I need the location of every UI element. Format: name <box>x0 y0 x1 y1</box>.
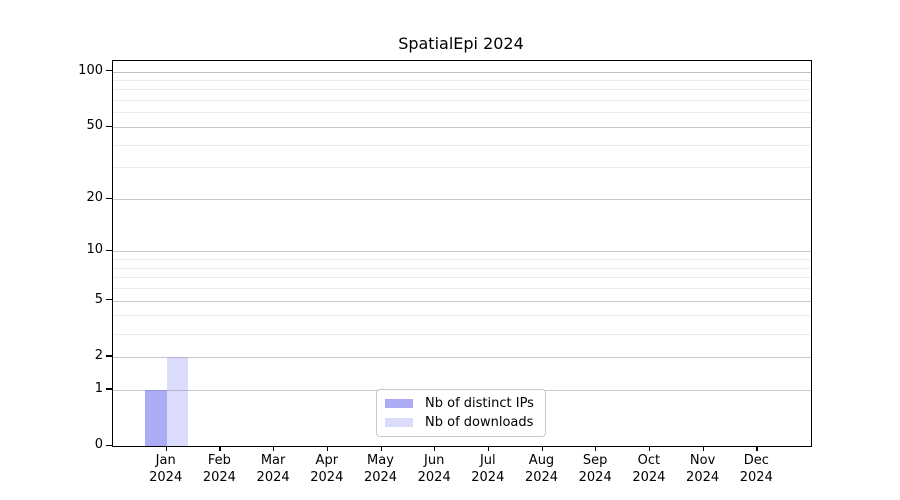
x-tick-year: 2024 <box>363 469 398 485</box>
x-tick-mark <box>648 446 651 451</box>
chart-title: SpatialEpi 2024 <box>398 34 524 53</box>
x-tick-mark <box>219 446 221 451</box>
grid-line-minor <box>113 144 811 146</box>
x-tick-year: 2024 <box>149 469 183 485</box>
legend-label-downloads: Nb of downloads <box>425 415 534 430</box>
x-tick-label-mar: Mar 2024 <box>241 453 305 486</box>
legend-label-distinct-ips: Nb of distinct IPs <box>425 396 534 411</box>
grid-line-minor <box>113 288 811 290</box>
x-tick-mark <box>165 446 167 451</box>
y-tick-mark <box>106 388 112 390</box>
legend-swatch-downloads <box>385 418 413 427</box>
x-tick-label-nov: Nov 2024 <box>671 453 735 486</box>
x-tick-year: 2024 <box>524 469 559 485</box>
x-tick-label-feb: Feb 2024 <box>187 453 251 486</box>
x-tick-month: Jun <box>424 453 445 468</box>
x-tick-label-sep: Sep 2024 <box>563 453 627 486</box>
y-tick-mark <box>106 444 112 446</box>
grid-line-major <box>113 71 811 73</box>
x-tick-year: 2024 <box>417 469 451 485</box>
grid-line-minor <box>113 259 811 261</box>
y-tick-mark <box>106 197 112 199</box>
x-tick-label-jul: Jul 2024 <box>456 453 520 486</box>
y-tick-mark <box>106 355 112 357</box>
y-tick-label: 50 <box>86 118 103 133</box>
x-tick-month: May <box>367 453 394 468</box>
x-tick-month: Apr <box>315 453 339 468</box>
x-tick-mark <box>273 446 275 451</box>
x-tick-mark <box>756 446 758 451</box>
bar-distinct-ips-jan <box>145 389 167 446</box>
plot-area <box>112 60 812 447</box>
grid-line-minor <box>113 315 811 317</box>
x-tick-mark <box>487 446 490 451</box>
y-tick-mark <box>106 299 112 301</box>
y-tick-label: 2 <box>94 347 103 363</box>
x-tick-year: 2024 <box>632 469 666 485</box>
y-tick-mark <box>106 70 112 72</box>
x-tick-month: Jan <box>155 453 176 468</box>
x-tick-label-aug: Aug 2024 <box>510 453 574 486</box>
grid-line-minor <box>113 112 811 114</box>
x-tick-month: Mar <box>260 453 286 468</box>
x-tick-label-oct: Oct 2024 <box>617 453 681 486</box>
x-tick-label-jun: Jun 2024 <box>402 453 466 486</box>
x-tick-mark <box>595 446 597 451</box>
x-tick-label-may: May 2024 <box>349 453 413 486</box>
grid-line-major <box>113 127 811 128</box>
y-tick-label: 1 <box>94 380 103 396</box>
x-tick-month: Aug <box>528 453 555 468</box>
x-tick-label-apr: Apr 2024 <box>295 453 359 486</box>
bar-downloads-jan <box>166 356 189 446</box>
y-tick-mark <box>106 249 112 252</box>
y-tick-label: 0 <box>94 437 103 452</box>
legend-row-distinct-ips: Nb of distinct IPs <box>385 395 545 412</box>
grid-line-major <box>113 300 811 302</box>
x-tick-month: Dec <box>743 453 769 468</box>
x-tick-month: Oct <box>637 453 661 468</box>
x-tick-mark <box>326 446 329 451</box>
x-tick-year: 2024 <box>310 469 344 485</box>
grid-line-minor <box>113 267 811 269</box>
grid-line-minor <box>113 167 811 169</box>
grid-line-minor <box>113 277 811 279</box>
x-tick-month: Feb <box>207 453 231 468</box>
legend-row-downloads: Nb of downloads <box>385 414 545 431</box>
x-tick-year: 2024 <box>739 469 773 485</box>
x-tick-mark <box>541 446 543 451</box>
x-tick-mark <box>434 446 436 451</box>
y-tick-label: 100 <box>78 62 103 78</box>
x-tick-year: 2024 <box>202 469 236 485</box>
x-tick-month: Jul <box>479 453 496 468</box>
y-tick-mark <box>106 125 112 127</box>
x-tick-mark <box>380 446 382 451</box>
x-tick-year: 2024 <box>471 469 505 485</box>
grid-line-minor <box>113 100 811 102</box>
y-tick-label: 10 <box>86 242 103 258</box>
x-tick-year: 2024 <box>578 469 612 485</box>
grid-line-minor <box>113 80 811 81</box>
grid-line-major <box>113 356 811 358</box>
legend-swatch-distinct-ips <box>385 399 413 408</box>
x-tick-month: Sep <box>582 453 608 468</box>
x-tick-month: Nov <box>689 453 716 468</box>
legend: Nb of distinct IPs Nb of downloads <box>376 389 546 437</box>
x-tick-label-dec: Dec 2024 <box>724 453 788 486</box>
x-tick-year: 2024 <box>686 469 720 485</box>
grid-line-minor <box>113 89 811 91</box>
x-tick-year: 2024 <box>256 469 290 485</box>
grid-line-major <box>113 251 811 253</box>
y-tick-label: 20 <box>86 190 103 205</box>
y-tick-label: 5 <box>94 291 103 307</box>
x-tick-label-jan: Jan 2024 <box>134 453 198 486</box>
grid-line-minor <box>113 333 811 335</box>
x-tick-mark <box>702 446 704 451</box>
grid-line-major <box>113 199 811 200</box>
